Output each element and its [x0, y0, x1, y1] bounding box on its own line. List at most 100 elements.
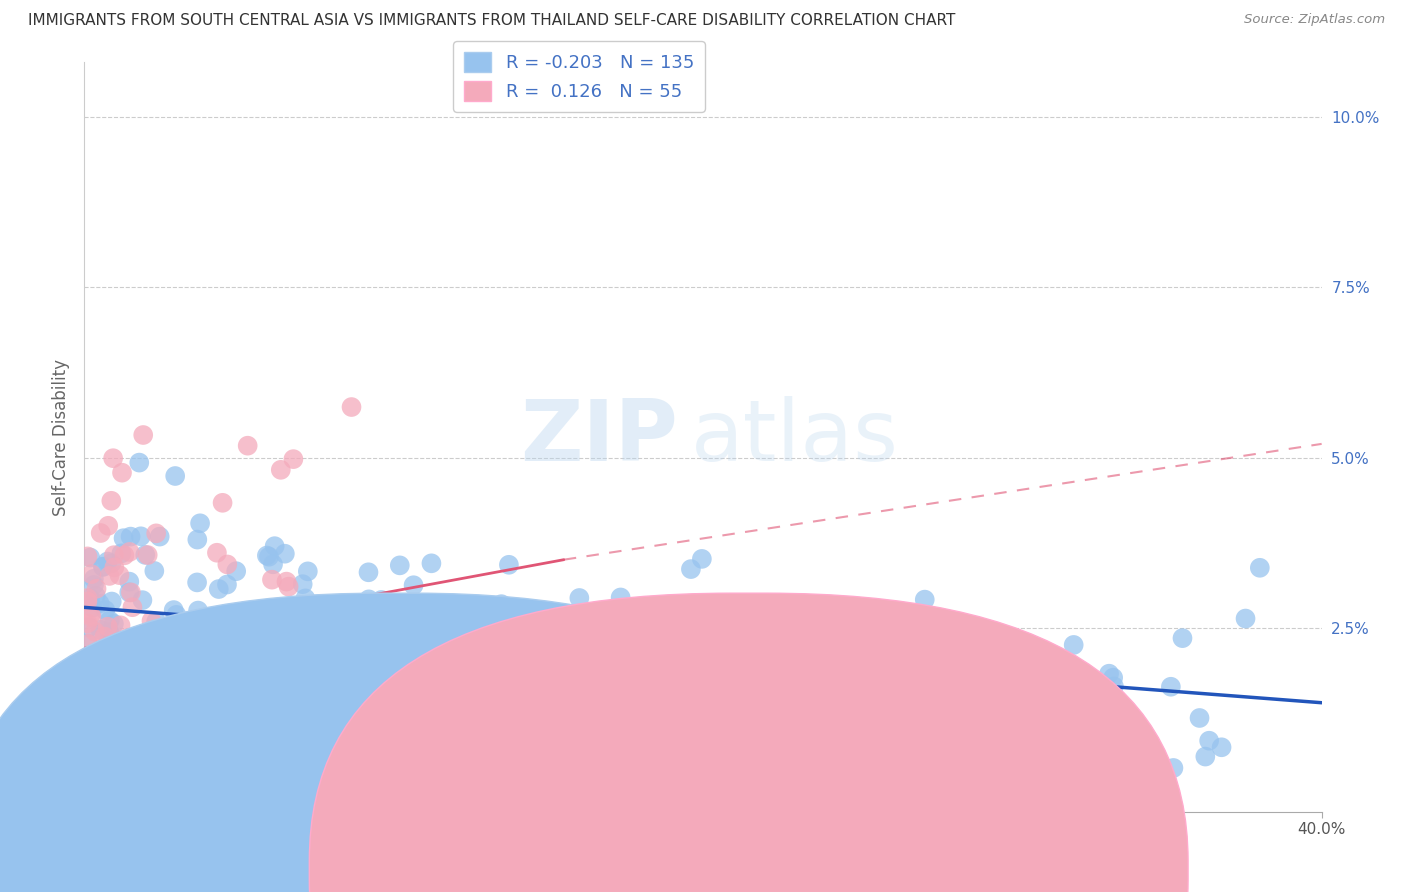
Point: [762, 648, 785, 663]
Point: [322, 673, 344, 688]
Text: Immigrants from South Central Asia: Immigrants from South Central Asia: [422, 862, 710, 876]
Point: [97, 620, 120, 634]
Point: [579, 647, 602, 661]
Point: [89, 596, 111, 610]
Point: [94, 640, 117, 654]
Point: [297, 565, 319, 579]
Point: [115, 666, 138, 681]
Point: [187, 603, 209, 617]
Point: [165, 607, 187, 622]
Point: [195, 611, 218, 625]
Point: [794, 622, 817, 636]
Point: [141, 614, 163, 628]
Point: [475, 615, 498, 629]
Point: [294, 591, 316, 606]
Point: [352, 669, 374, 683]
Point: [208, 582, 231, 596]
Point: [1194, 749, 1216, 764]
Point: [128, 657, 150, 671]
Point: [357, 592, 380, 607]
Point: [572, 640, 595, 655]
Point: [94, 603, 117, 617]
Point: [609, 591, 631, 605]
Point: [1211, 740, 1233, 755]
Point: [690, 628, 713, 642]
Point: [84, 589, 107, 603]
Point: [100, 556, 122, 570]
Point: [101, 451, 124, 466]
Point: [91, 559, 114, 574]
Point: [235, 661, 257, 675]
Point: [76, 675, 98, 690]
Point: [145, 526, 167, 541]
Point: [211, 496, 233, 510]
Point: [188, 516, 211, 531]
Point: [94, 693, 117, 707]
Point: [184, 636, 207, 650]
Point: [122, 670, 145, 684]
Point: [370, 593, 392, 607]
Point: [273, 608, 295, 623]
Point: [86, 651, 108, 665]
Point: [93, 630, 115, 644]
Point: [811, 739, 834, 753]
Point: [84, 624, 107, 639]
Point: [593, 709, 616, 723]
Point: [1198, 733, 1220, 747]
Point: [145, 615, 167, 629]
Point: [344, 665, 367, 680]
Y-axis label: Self-Care Disability: Self-Care Disability: [52, 359, 70, 516]
Point: [84, 784, 107, 798]
Point: [468, 624, 491, 638]
Point: [256, 602, 278, 616]
Point: [87, 732, 110, 747]
Point: [90, 526, 112, 541]
Point: [76, 591, 98, 606]
Point: [1249, 561, 1271, 575]
Point: [198, 640, 221, 655]
Text: ZIP: ZIP: [520, 395, 678, 479]
Point: [110, 546, 132, 560]
Point: [163, 603, 186, 617]
Point: [1163, 761, 1185, 775]
Point: [172, 625, 194, 640]
Point: [100, 594, 122, 608]
Point: [1046, 708, 1069, 723]
Point: [446, 739, 468, 754]
Point: [77, 637, 100, 651]
Point: [77, 620, 100, 634]
Point: [134, 548, 156, 562]
Point: [679, 562, 702, 576]
Point: [118, 545, 141, 559]
Point: [98, 614, 121, 628]
Point: [441, 648, 464, 663]
Point: [136, 548, 159, 562]
Point: [82, 600, 104, 615]
Point: [690, 552, 713, 566]
Point: [491, 597, 513, 611]
Point: [277, 580, 299, 594]
Point: [86, 582, 108, 596]
Point: [97, 651, 120, 665]
Point: [111, 466, 134, 480]
Point: [225, 636, 247, 650]
Point: [1000, 690, 1022, 705]
Point: [263, 539, 285, 553]
Point: [740, 609, 762, 624]
Point: [157, 655, 180, 669]
Point: [270, 463, 292, 477]
Point: [118, 585, 141, 599]
Point: [568, 591, 591, 605]
Point: [903, 666, 925, 681]
Point: [586, 692, 609, 706]
Point: [129, 529, 152, 543]
Point: [80, 567, 103, 582]
Point: [110, 618, 132, 632]
Point: [917, 663, 939, 677]
Point: [149, 530, 172, 544]
Point: [131, 593, 153, 607]
Point: [170, 669, 193, 683]
Point: [225, 564, 247, 578]
Point: [779, 597, 801, 611]
Point: [256, 549, 278, 563]
